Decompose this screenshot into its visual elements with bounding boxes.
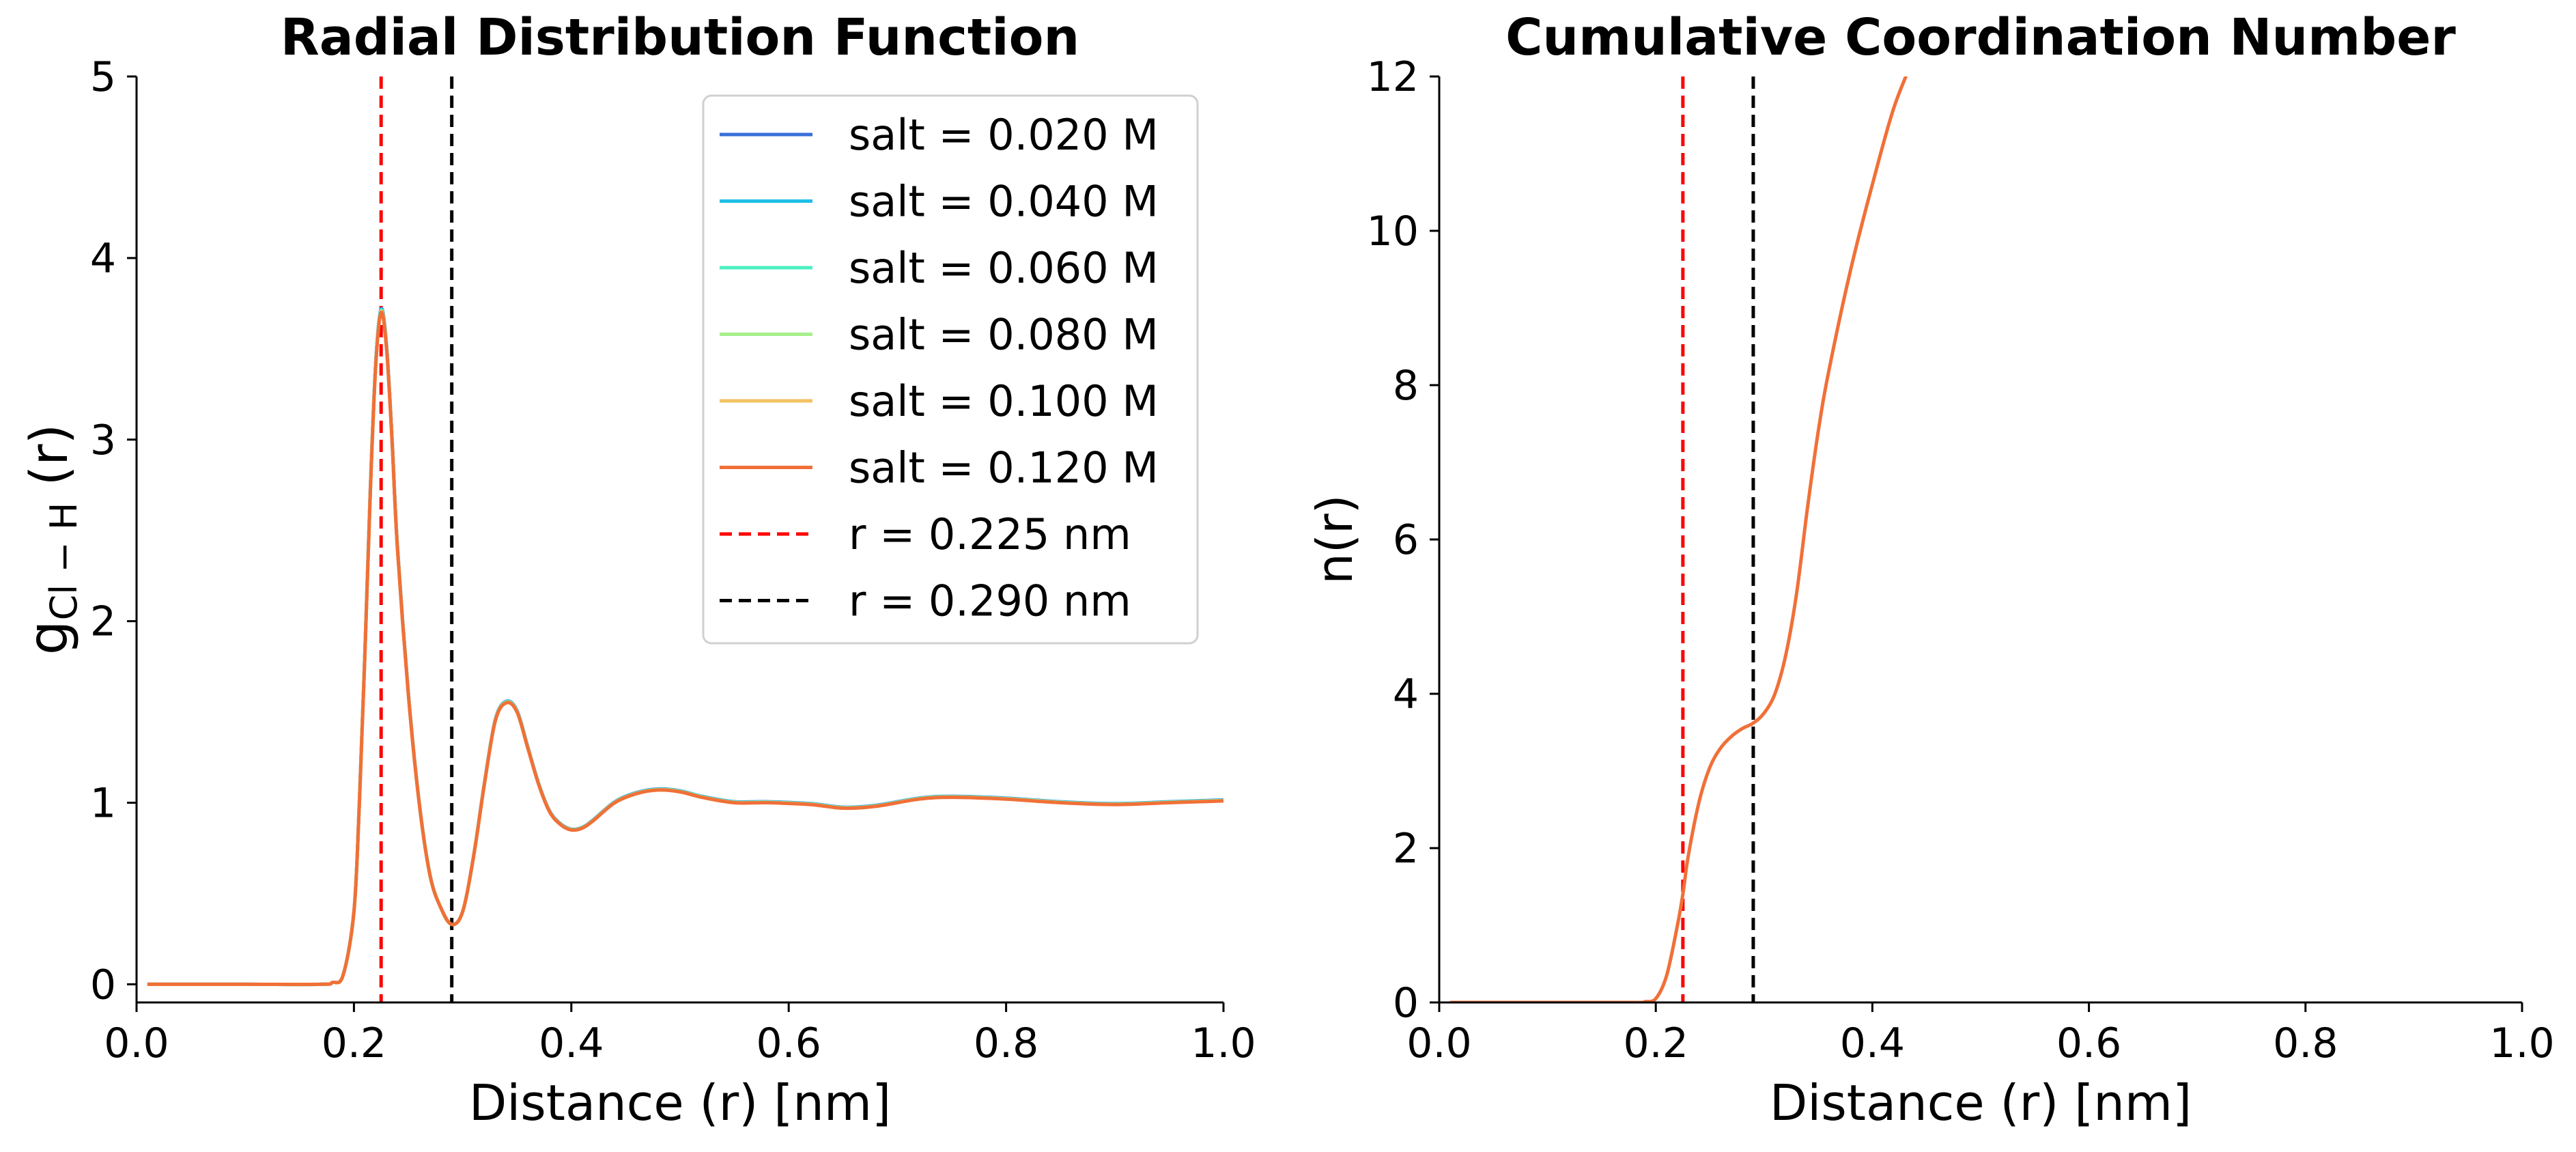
cn-x-ticks: 0.0 0.2 0.4 0.6 0.8 1.0 [1406,1002,2555,1067]
rdf-x-tick-label: 0.4 [539,1020,604,1067]
cn-x-tick-label: 0.2 [1623,1020,1688,1067]
rdf-reference-lines [379,76,454,1002]
rdf-panel: Radial Distribution Function 0.0 0.2 0.4 0.… [16,8,1256,1132]
legend-label-4: salt = 0.100 M [849,376,1159,426]
legend-label-5: salt = 0.120 M [849,443,1159,493]
rdf-x-tick-label: 0.0 [104,1020,169,1067]
rdf-y-tick-label: 0 [90,961,116,1009]
rdf-x-tick-label: 0.6 [756,1020,821,1067]
cn-x-tick-label: 1.0 [2489,1020,2554,1067]
rdf-y-ticks: 0 1 2 3 4 5 [90,53,137,1009]
cn-series [1449,76,1908,1002]
legend-label-6: r = 0.225 nm [849,509,1131,559]
rdf-y-tick-label: 4 [90,235,116,283]
rdf-x-tick-label: 0.8 [974,1020,1038,1067]
rdf-y-tick-label: 5 [90,53,116,101]
cn-y-tick-label: 8 [1393,362,1419,410]
rdf-x-label: Distance (r) [nm] [469,1074,891,1132]
rdf-x-tick-label: 0.2 [322,1020,386,1067]
cn-x-tick-label: 0.4 [1840,1020,1905,1067]
rdf-x-ticks: 0.0 0.2 0.4 0.6 0.8 1.0 [104,1002,1256,1067]
rdf-y-tick-label: 2 [90,598,116,646]
cn-x-tick-label: 0.0 [1406,1020,1471,1067]
rdf-legend: salt = 0.020 M salt = 0.040 M salt = 0.060… [702,94,1199,645]
legend-label-2: salt = 0.060 M [849,243,1159,293]
rdf-y-label-sub: Cl − H [42,503,85,621]
cn-reference-lines [1681,76,1755,1002]
cn-y-tick-label: 4 [1393,671,1419,718]
rdf-y-label-tail: (r) [18,424,79,503]
legend-label-3: salt = 0.080 M [849,310,1159,360]
cn-series-line-0 [1449,76,1908,1002]
rdf-y-tick-label: 3 [90,417,116,464]
legend-label-1: salt = 0.040 M [849,177,1159,227]
cn-y-ticks: 0 2 4 6 8 10 12 [1367,53,1439,1027]
cn-y-tick-label: 0 [1393,979,1419,1027]
rdf-x-tick-label: 1.0 [1191,1020,1256,1067]
rdf-series [147,307,1223,987]
rdf-y-tick-label: 1 [90,780,116,828]
cn-y-tick-label: 6 [1393,516,1419,564]
rdf-series-line-5 [147,310,1223,987]
rdf-title: Radial Distribution Function [281,8,1079,67]
cn-y-tick-label: 12 [1367,53,1419,101]
cn-y-label: n(r) [1306,494,1363,584]
cn-x-tick-label: 0.8 [2273,1020,2338,1067]
rdf-y-label-main: g [16,620,80,655]
legend-box [702,94,1199,645]
cn-panel: Cumulative Coordination Number 0.0 0.2 0.4… [1306,8,2555,1132]
cn-x-label: Distance (r) [nm] [1770,1074,2192,1132]
cn-x-tick-label: 0.6 [2056,1020,2121,1067]
legend-label-0: salt = 0.020 M [849,110,1159,160]
rdf-y-label: gCl − H (r) [16,424,85,655]
cn-title: Cumulative Coordination Number [1505,8,2456,67]
cn-y-tick-label: 2 [1393,825,1419,873]
legend-label-7: r = 0.290 nm [849,576,1131,626]
cn-y-tick-label: 10 [1367,208,1419,255]
